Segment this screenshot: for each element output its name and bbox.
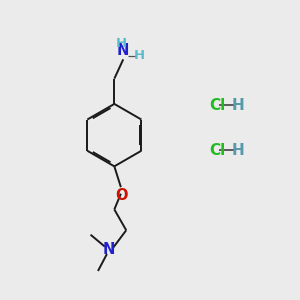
Text: N: N	[102, 242, 115, 257]
Text: Cl: Cl	[209, 98, 226, 113]
Text: H: H	[116, 38, 127, 50]
Text: H: H	[231, 142, 244, 158]
Text: H: H	[231, 98, 244, 113]
Text: O: O	[115, 188, 128, 203]
Text: Cl: Cl	[209, 142, 226, 158]
Text: N: N	[117, 43, 129, 58]
Text: H: H	[134, 49, 145, 62]
